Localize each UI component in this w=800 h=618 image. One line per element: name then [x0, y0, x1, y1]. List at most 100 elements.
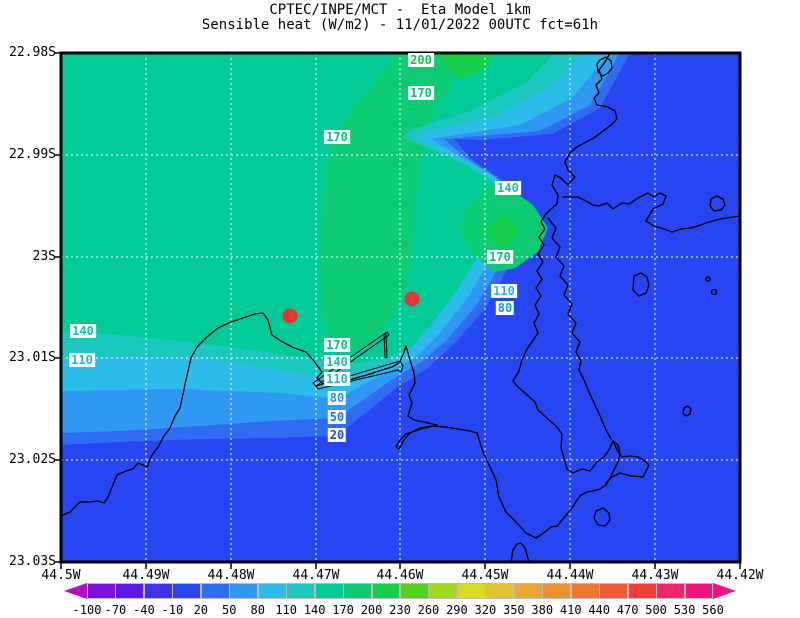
- contour-label-170: 170: [324, 338, 350, 352]
- contour-label-110: 110: [69, 353, 95, 367]
- shaded-field: [61, 53, 740, 562]
- lon-tick-label: 44.43W: [631, 568, 679, 583]
- colorbar-tick-label: 140: [303, 603, 326, 617]
- coastline-island-ne: [547, 217, 612, 440]
- colorbar-segment: [314, 583, 344, 599]
- coastline-northeast: [562, 192, 740, 233]
- colorbar-segment: [343, 583, 373, 599]
- pier-stub: [383, 333, 388, 359]
- colorbar-tick-label: 20: [193, 603, 209, 617]
- colorbar-segment: [485, 583, 515, 599]
- colorbar-segment: [456, 583, 486, 599]
- coastline-island-west: [512, 332, 614, 474]
- colorbar-tick-label: 560: [702, 603, 724, 617]
- contour-label-170: 170: [324, 130, 350, 144]
- colorbar-segment: [513, 583, 543, 599]
- contour-label-50: 50: [327, 410, 347, 424]
- lon-tick-label: 44.48W: [207, 568, 255, 583]
- contour-label-110: 110: [324, 372, 350, 386]
- contour-label-20: 20: [327, 428, 347, 442]
- lon-tick-label: 44.47W: [292, 568, 340, 583]
- lon-tick-label: 44.44W: [546, 568, 594, 583]
- islet-south: [593, 507, 611, 527]
- colorbar-tick-label: -40: [133, 603, 155, 617]
- colorbar-tick-label: 530: [673, 603, 696, 617]
- colorbar-tick-label: 380: [531, 603, 554, 617]
- colorbar-segment: [428, 583, 458, 599]
- colorbar-segment: [627, 583, 657, 599]
- colorbar-tick-label: 260: [417, 603, 440, 617]
- colorbar-tick-label: 170: [332, 603, 354, 617]
- contour-label-170: 170: [408, 86, 434, 100]
- contour-label-140: 140: [495, 181, 521, 195]
- colorbar-tick-label: 50: [222, 603, 237, 617]
- islet-small-3: [682, 405, 692, 417]
- colorbar-arrow-right: [713, 583, 736, 599]
- station-dot: [282, 308, 298, 324]
- islet-small-2: [710, 288, 718, 296]
- colorbar-segment: [115, 583, 145, 599]
- colorbar-tick-label: -70: [104, 603, 127, 617]
- colorbar-tick-label: 320: [474, 603, 497, 617]
- colorbar-tick-label: -10: [161, 603, 184, 617]
- colorbar-segment: [87, 583, 116, 599]
- colorbar-tick-label: 470: [616, 603, 639, 617]
- coastline-channel: [533, 53, 618, 334]
- coastline-mainland: [61, 312, 650, 539]
- colorbar-arrow-left: [64, 583, 87, 599]
- lon-tick-label: 44.5W: [41, 568, 81, 583]
- islet-east: [632, 272, 650, 297]
- contour-label-170: 170: [487, 250, 513, 264]
- colorbar-segment: [172, 583, 202, 599]
- lon-tick-label: 44.49W: [122, 568, 170, 583]
- colorbar-segment: [656, 583, 686, 599]
- contour-label-140: 140: [70, 324, 96, 338]
- colorbar-tick-label: 440: [588, 603, 611, 617]
- colorbar-tick-label: 290: [446, 603, 468, 617]
- colorbar-segment: [286, 583, 316, 599]
- contour-label-80: 80: [327, 391, 347, 405]
- colorbar-segment: [400, 583, 429, 599]
- colorbar-segment: [143, 583, 173, 599]
- colorbar-segment: [684, 583, 714, 599]
- colorbar-tick-label: 350: [502, 603, 525, 617]
- lat-tick-label: 22.99S: [9, 147, 56, 162]
- colorbar-tick-label: 80: [250, 603, 265, 617]
- lon-tick-label: 44.45W: [461, 568, 509, 583]
- colorbar-segment: [570, 583, 600, 599]
- colorbar-segment: [542, 583, 572, 599]
- chart-title: CPTEC/INPE/MCT - Eta Model 1km: [269, 2, 531, 18]
- chart-subtitle: Sensible heat (W/m2) - 11/01/2022 00UTC …: [201, 17, 599, 33]
- islet-ne: [709, 195, 726, 212]
- axis-ticks: [54, 52, 741, 569]
- contour-label-140: 140: [324, 355, 350, 369]
- colorbar-segment: [599, 583, 629, 599]
- islet-top: [596, 56, 613, 77]
- lon-tick-label: 44.46W: [376, 568, 424, 583]
- colorbar-segment: [257, 583, 287, 599]
- graticule: [61, 53, 740, 562]
- contour-label-110: 110: [491, 284, 517, 298]
- band-200-230-cap: [438, 53, 496, 79]
- colorbar-segment: [229, 583, 259, 599]
- coastline-south-bump: [510, 542, 530, 562]
- lon-tick-label: 44.42W: [716, 568, 764, 583]
- colorbar-tick-label: 230: [389, 603, 411, 617]
- islet-small-1: [705, 276, 711, 282]
- contour-label-80: 80: [495, 301, 515, 315]
- lat-tick-label: 23S: [32, 249, 56, 264]
- lat-tick-label: 22.98S: [9, 45, 56, 60]
- colorbar-tick-label: 500: [645, 603, 667, 617]
- lat-tick-label: 23.01S: [9, 350, 56, 365]
- colorbar-tick-label: 200: [360, 603, 383, 617]
- pier-needle-a: [312, 331, 390, 387]
- colorbar-tick-label: -100: [72, 603, 102, 617]
- lat-tick-label: 23.03S: [9, 554, 56, 569]
- pier-needle-b: [315, 360, 404, 390]
- colorbar-tick-label: 410: [559, 603, 582, 617]
- colorbar-segment: [371, 583, 401, 599]
- lat-tick-label: 23.02S: [9, 452, 56, 467]
- band-200-230-diamond: [486, 214, 521, 250]
